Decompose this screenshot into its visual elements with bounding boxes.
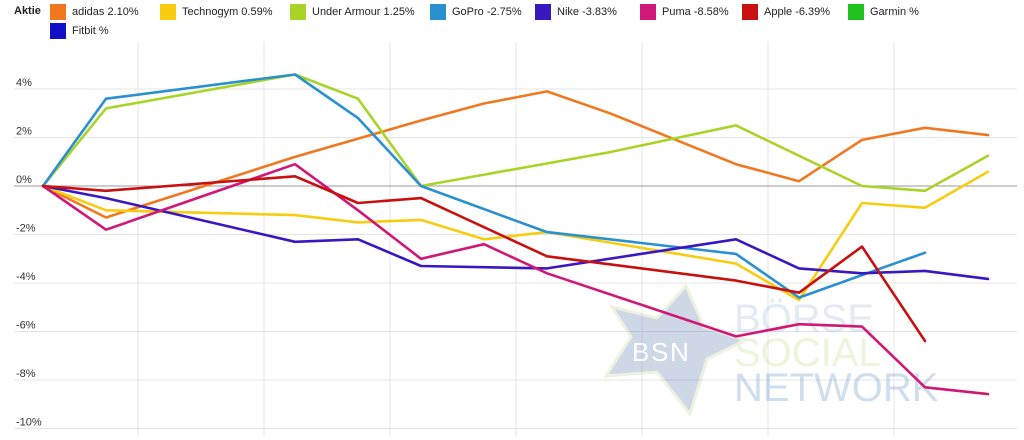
legend-item-apple[interactable]: Apple -6.39% (742, 4, 830, 20)
legend-swatch (535, 4, 551, 20)
series-line-technogym[interactable] (41, 170, 990, 302)
series-line-puma[interactable] (41, 162, 990, 396)
legend-swatch (742, 4, 758, 20)
legend-label: Technogym 0.59% (182, 6, 273, 18)
y-axis: 4% 2% 0% -2% -4% -6% -8% -10% (16, 77, 42, 429)
legend-swatch (640, 4, 656, 20)
grid (14, 42, 1017, 436)
legend-label: Garmin % (870, 6, 919, 18)
legend-label: Puma -8.58% (662, 6, 729, 18)
legend-item-puma[interactable]: Puma -8.58% (640, 4, 729, 20)
series-line-apple[interactable] (41, 175, 927, 343)
legend-swatch (848, 4, 864, 20)
legend-item-garmin[interactable]: Garmin % (848, 4, 919, 20)
watermark-line-3: NETWORK (734, 366, 939, 410)
legend-item-gopro[interactable]: GoPro -2.75% (430, 4, 522, 20)
legend-label: Under Armour 1.25% (312, 6, 415, 18)
legend-swatch (50, 4, 66, 20)
legend: Aktie adidas 2.10% Technogym 0.59% Under A… (0, 0, 1024, 40)
series-line-adidas[interactable] (41, 90, 990, 219)
bsn-watermark: B S N BÖRSE SOCIAL NETWORK (603, 283, 939, 418)
legend-label: Fitbit % (72, 25, 109, 37)
y-tick-label: 0% (16, 174, 32, 186)
series-lines (41, 73, 990, 396)
legend-label: GoPro -2.75% (452, 6, 522, 18)
legend-title: Aktie (14, 5, 41, 17)
legend-item-nike[interactable]: Nike -3.83% (535, 4, 617, 20)
legend-swatch (160, 4, 176, 20)
legend-swatch (430, 4, 446, 20)
watermark-initial-s: S (651, 337, 668, 367)
legend-item-adidas[interactable]: adidas 2.10% (50, 4, 139, 20)
legend-label: adidas 2.10% (72, 6, 139, 18)
y-tick-label: -4% (16, 271, 36, 283)
legend-item-technogym[interactable]: Technogym 0.59% (160, 4, 273, 20)
series-line-under-armour[interactable] (41, 73, 990, 193)
y-tick-label: -10% (16, 417, 42, 429)
legend-item-under-armour[interactable]: Under Armour 1.25% (290, 4, 415, 20)
watermark-initial-n: N (670, 337, 689, 367)
legend-swatch (50, 23, 66, 39)
legend-item-fitbit[interactable]: Fitbit % (50, 23, 109, 39)
watermark-line-2: SOCIAL (734, 331, 881, 375)
series-line-nike[interactable] (41, 184, 990, 281)
legend-label: Nike -3.83% (557, 6, 617, 18)
y-tick-label: -2% (16, 223, 36, 235)
legend-swatch (290, 4, 306, 20)
y-tick-label: -8% (16, 368, 36, 380)
y-tick-label: 4% (16, 77, 32, 89)
y-tick-label: -6% (16, 320, 36, 332)
watermark-initial-b: B (632, 337, 649, 367)
y-tick-label: 2% (16, 126, 32, 138)
legend-label: Apple -6.39% (764, 6, 831, 18)
watermark-line-1: BÖRSE (734, 297, 874, 341)
series-line-gopro[interactable] (41, 73, 927, 299)
